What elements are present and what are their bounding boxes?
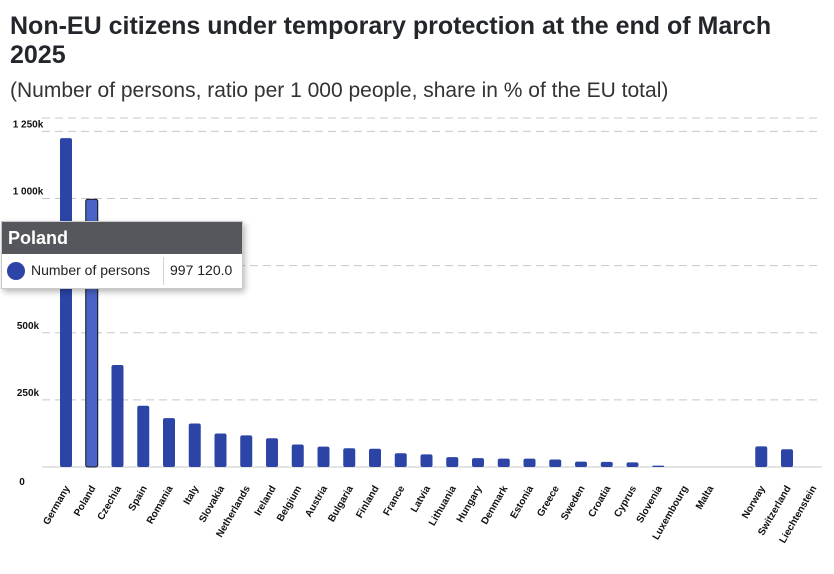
tooltip-series-label: Number of persons (31, 262, 151, 278)
bar-romania[interactable] (163, 418, 175, 467)
x-tick-label: Germany (41, 484, 72, 527)
bars (60, 138, 793, 468)
x-tick-label: Finland (354, 484, 381, 520)
x-tick-label: Romania (145, 484, 176, 526)
x-tick-label: Sweden (559, 484, 587, 522)
bar-sweden[interactable] (575, 461, 587, 467)
bar-ireland[interactable] (266, 438, 278, 467)
bar-latvia[interactable] (420, 454, 433, 467)
x-tick-label: Cyprus (612, 484, 639, 520)
x-tick-label: Belgium (275, 484, 304, 524)
bar-slovakia[interactable] (214, 433, 227, 467)
tooltip: Poland Number of persons 997 120.0 (1, 221, 243, 289)
bar-switzerland[interactable] (781, 449, 793, 467)
bar-bulgaria[interactable] (343, 448, 356, 467)
x-tick-label: Latvia (409, 484, 433, 515)
x-tick-label: Estonia (509, 484, 537, 521)
tooltip-separator (163, 257, 164, 285)
x-tick-label: Austria (303, 484, 330, 520)
x-tick-label: Poland (72, 484, 98, 518)
bar-lithuania[interactable] (446, 457, 459, 467)
x-tick-label: France (381, 484, 407, 518)
grid-lines (42, 117, 822, 468)
bar-italy[interactable] (188, 423, 201, 467)
tooltip-row: Number of persons 997 120.0 (2, 254, 242, 288)
bar-denmark[interactable] (497, 458, 510, 467)
x-tick-label: Malta (694, 484, 717, 512)
bar-spain[interactable] (137, 405, 150, 467)
x-tick-label: Bulgaria (326, 484, 356, 525)
x-tick-label: Spain (127, 484, 150, 513)
y-tick-label: 500k (17, 321, 40, 332)
bar-slovenia[interactable] (652, 465, 665, 467)
y-axis-ticks: 0 250k 500k 1 000k 1 250k (13, 119, 44, 488)
x-tick-label: Italy (182, 484, 202, 507)
bar-norway[interactable] (755, 446, 768, 467)
y-tick-label: 1 250k (13, 119, 44, 130)
x-tick-label: Czechia (96, 484, 125, 523)
bar-czechia[interactable] (111, 364, 124, 467)
y-tick-label: 250k (17, 388, 40, 399)
bar-netherlands[interactable] (240, 435, 253, 467)
tooltip-title: Poland (2, 222, 242, 254)
tooltip-value: 997 120.0 (170, 262, 233, 278)
x-tick-label: Croatia (587, 484, 614, 520)
bar-france[interactable] (394, 453, 407, 467)
x-tick-label: Norway (740, 484, 768, 521)
circle-marker-icon (7, 262, 25, 280)
chart-title: Non-EU citizens under temporary protecti… (10, 12, 772, 69)
x-tick-label: Ireland (253, 484, 279, 518)
bar-cyprus[interactable] (626, 462, 639, 467)
bar-belgium[interactable] (291, 444, 304, 467)
y-tick-label: 1 000k (13, 187, 44, 198)
bar-austria[interactable] (317, 446, 330, 467)
bar-germany[interactable] (60, 138, 72, 467)
bar-hungary[interactable] (472, 458, 484, 467)
bar-estonia[interactable] (523, 458, 536, 467)
x-tick-label: Greece (535, 484, 562, 519)
bar-finland[interactable] (369, 448, 381, 467)
bar-greece[interactable] (549, 459, 562, 467)
bar-croatia[interactable] (600, 461, 613, 467)
y-tick-label: 0 (19, 477, 25, 488)
chart-subtitle: (Number of persons, ratio per 1 000 peop… (10, 79, 669, 102)
